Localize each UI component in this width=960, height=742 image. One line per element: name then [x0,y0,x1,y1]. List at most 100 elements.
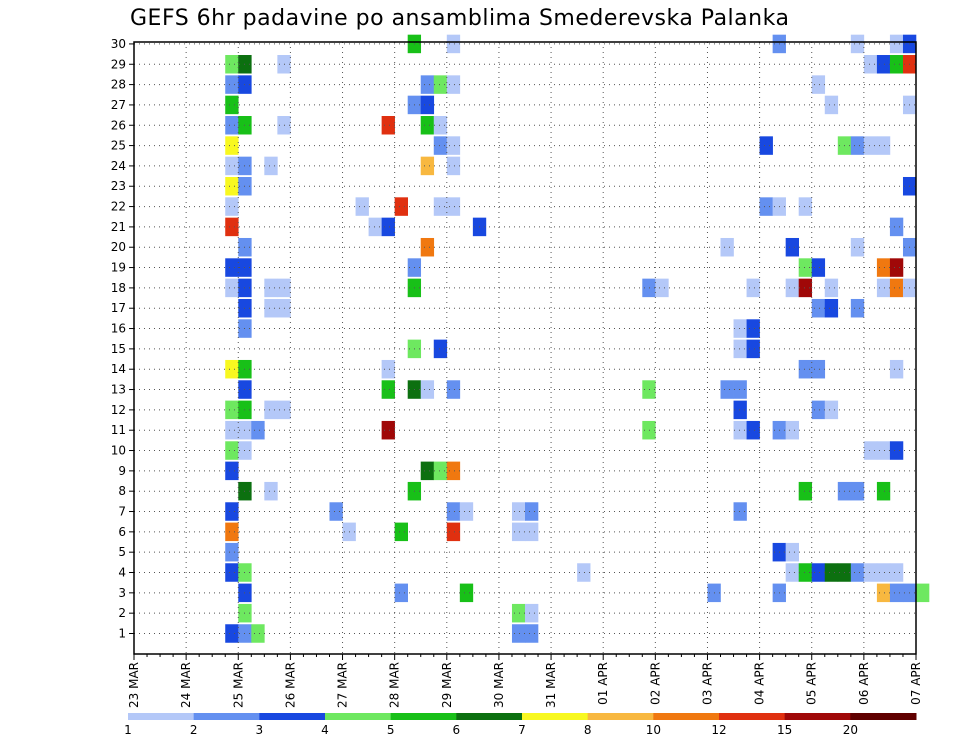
y-tick-label: 1 [118,627,126,641]
heatmap-cell [394,522,408,542]
x-tick-label: 24 MAR [179,662,193,708]
heatmap-cell [433,136,448,155]
y-tick-label: 24 [111,159,126,173]
heatmap-cell [824,400,839,420]
heatmap-cell [264,298,278,318]
heatmap-cell [811,359,826,379]
heatmap-cell [225,522,239,542]
heatmap-cell [225,217,239,237]
heatmap-cell [433,197,448,216]
heatmap-cell [264,400,278,420]
colorbar-label: 10 [646,723,661,737]
heatmap-cell [824,278,839,298]
heatmap-cell [746,420,760,440]
heatmap-cell [720,237,734,257]
heatmap-cell [381,380,395,399]
heatmap-cell [446,136,461,155]
heatmap-cell [811,298,826,318]
y-tick-label: 25 [111,139,126,153]
x-tick-label: 27 MAR [336,662,350,708]
heatmap-cell [798,481,813,501]
y-tick-label: 18 [111,281,126,295]
heatmap-cell [225,359,239,379]
heatmap-cell [525,522,539,542]
heatmap-cell [525,502,539,521]
heatmap-cell [889,359,904,379]
heatmap-cell [850,34,865,54]
heatmap-cell [642,380,656,399]
colorbar-label: 2 [190,723,198,737]
heatmap-cell [433,461,448,481]
colorbar-swatch [719,713,786,720]
heatmap-cell [225,563,239,582]
heatmap-cell [889,217,904,237]
heatmap-cell [863,563,878,582]
colorbar-label: 15 [777,723,792,737]
heatmap-cell [889,278,904,298]
heatmap-cell [720,380,734,399]
colorbar-swatch [850,713,917,720]
heatmap-cell [525,603,539,623]
colorbar-swatch [456,713,523,720]
chart-title: GEFS 6hr padavine po ansamblima Smederev… [130,6,790,31]
heatmap-cell [642,278,656,298]
heatmap-cell [876,278,891,298]
heatmap-cell [798,278,813,298]
heatmap-cell [420,380,435,399]
heatmap-cell [785,237,799,257]
heatmap-cell [889,441,904,460]
heatmap-cell [876,136,891,155]
heatmap-cell [264,481,278,501]
y-tick-label: 15 [111,342,126,356]
heatmap-cell [876,258,891,277]
x-tick-label: 31 MAR [544,662,558,708]
heatmap-cell [889,563,904,582]
heatmap-cell [446,156,461,176]
y-tick-label: 7 [118,505,126,519]
y-tick-label: 10 [111,444,126,458]
heatmap-cell [420,116,435,135]
heatmap-cell [746,278,760,298]
heatmap-cell [889,583,904,603]
y-tick-label: 5 [118,545,126,559]
heatmap-cell [446,380,461,399]
heatmap-cell [511,502,526,521]
heatmap-cell [225,176,239,196]
heatmap-cell [381,116,395,135]
heatmap-cell [251,624,265,643]
heatmap-cell [446,197,461,216]
heatmap-cell [850,563,865,582]
y-tick-label: 3 [118,586,126,600]
x-tick-label: 01 APR [596,662,610,705]
y-tick-label: 26 [111,118,126,132]
heatmap-cell [733,319,747,338]
heatmap-cell [225,116,239,135]
colorbar-swatch [784,713,851,720]
colorbar-label: 6 [453,723,461,737]
x-axis: 23 MAR 24 MAR 25 MAR 26 MAR 27 MAR 28 MAR 29 M… [127,654,923,708]
heatmap-cell [433,75,448,94]
heatmap-cell [746,339,760,359]
heatmap-cell [446,502,461,521]
heatmap-cell [824,298,839,318]
x-tick-label: 26 MAR [283,662,297,708]
heatmap-cell [368,217,382,237]
x-tick-label: 25 MAR [231,662,245,708]
heatmap-cell [798,197,813,216]
y-tick-label: 19 [111,261,126,275]
heatmap-cell [850,298,865,318]
y-tick-label: 14 [111,362,126,376]
colorbar-label: 7 [518,723,526,737]
heatmap-cell [225,441,239,460]
x-tick-label: 02 APR [648,662,662,705]
heatmap-cell [811,258,826,277]
colorbar-swatch [128,713,195,720]
heatmap-cell [446,34,461,54]
x-tick-label: 04 APR [753,662,767,705]
heatmap-cell [876,583,891,603]
heatmap-cell [394,583,408,603]
heatmap-cell [225,278,239,298]
heatmap-cell [433,116,448,135]
y-tick-label: 21 [111,220,126,234]
heatmap-cell [225,400,239,420]
